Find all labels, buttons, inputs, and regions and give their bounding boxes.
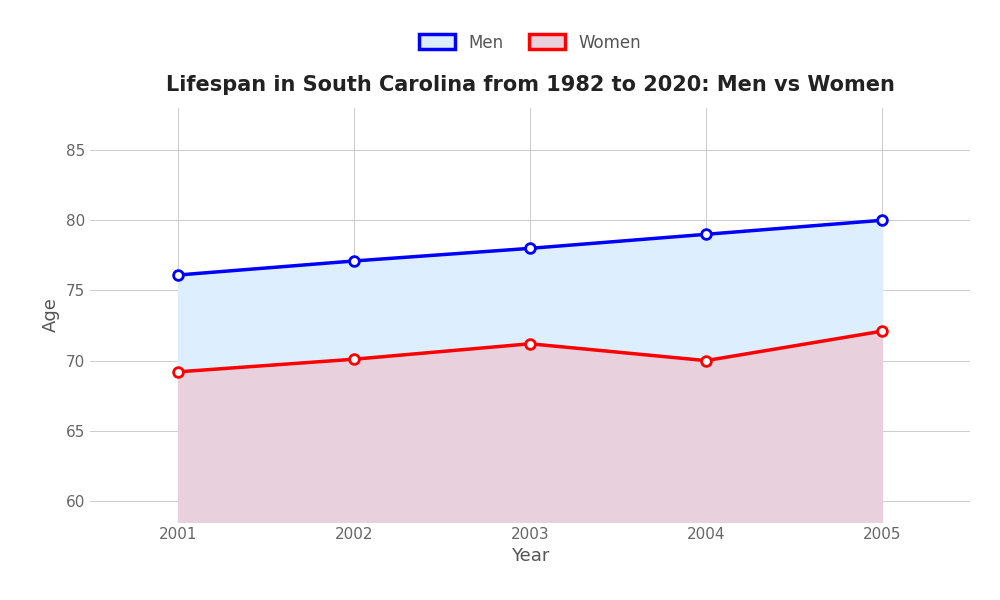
- Men: [524, 245, 536, 252]
- Legend: Men, Women: Men, Women: [410, 25, 650, 60]
- Men: [700, 231, 712, 238]
- Line: Men: Men: [173, 215, 887, 280]
- Women: [348, 356, 360, 363]
- X-axis label: Year: Year: [511, 547, 549, 565]
- Title: Lifespan in South Carolina from 1982 to 2020: Men vs Women: Lifespan in South Carolina from 1982 to …: [166, 76, 894, 95]
- Women: [172, 368, 184, 376]
- Line: Women: Women: [173, 326, 887, 377]
- Y-axis label: Age: Age: [42, 298, 60, 332]
- Men: [348, 257, 360, 265]
- Women: [524, 340, 536, 347]
- Women: [876, 328, 888, 335]
- Women: [700, 357, 712, 364]
- Men: [172, 271, 184, 278]
- Men: [876, 217, 888, 224]
